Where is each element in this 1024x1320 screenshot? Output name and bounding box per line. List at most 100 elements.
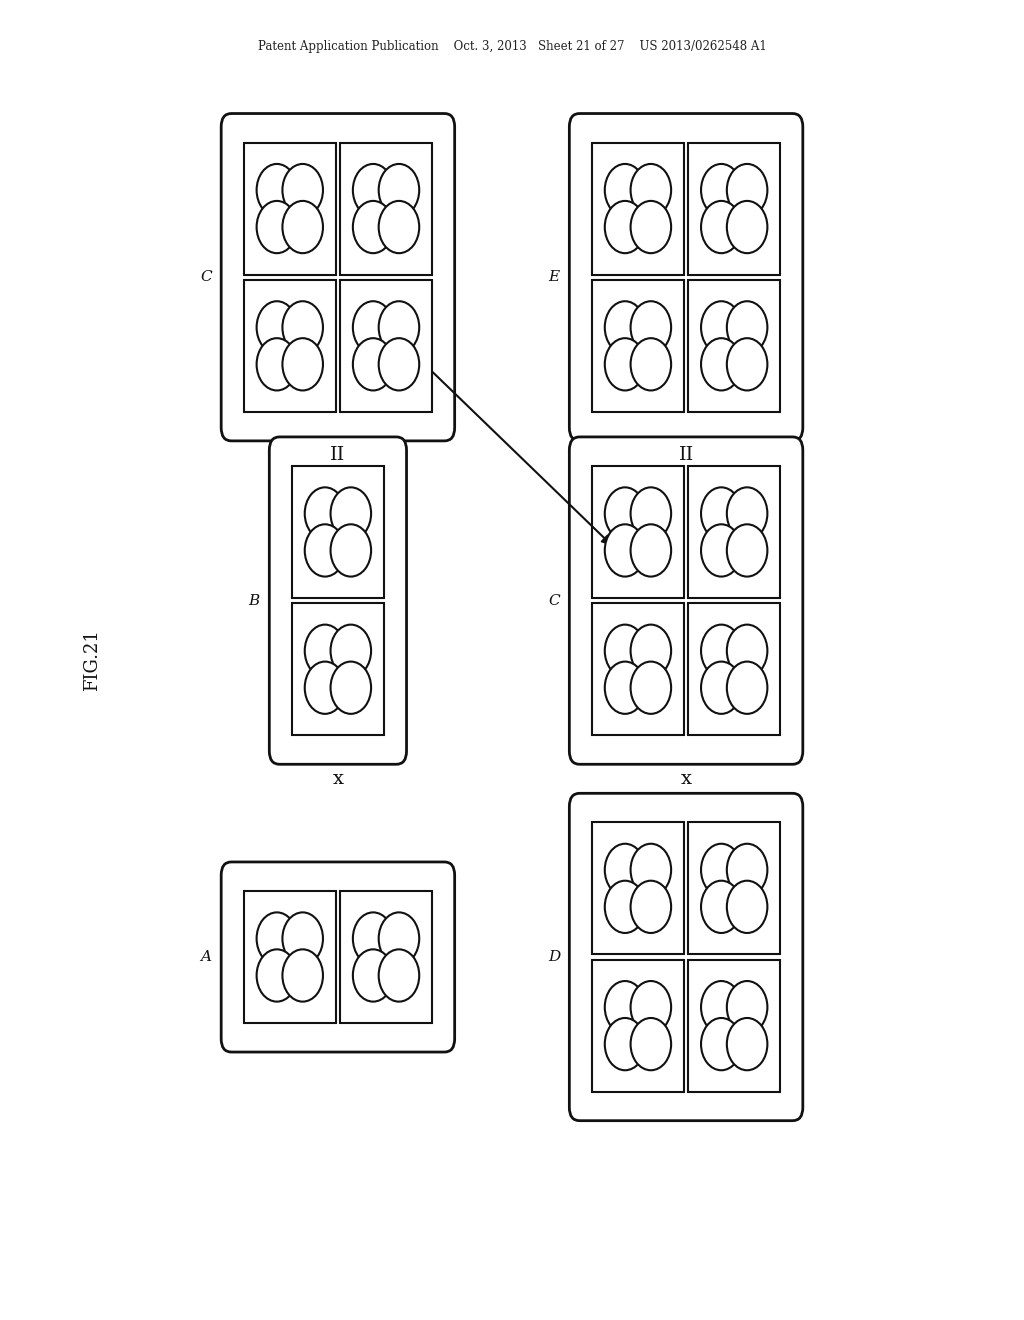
- Circle shape: [701, 524, 741, 577]
- Circle shape: [631, 843, 671, 896]
- Circle shape: [701, 487, 741, 540]
- Circle shape: [305, 624, 345, 677]
- Circle shape: [631, 624, 671, 677]
- Circle shape: [631, 338, 671, 391]
- Circle shape: [379, 301, 419, 354]
- Circle shape: [605, 981, 645, 1034]
- Circle shape: [631, 164, 671, 216]
- Circle shape: [701, 201, 741, 253]
- Circle shape: [631, 524, 671, 577]
- Circle shape: [257, 338, 297, 391]
- Text: E: E: [549, 271, 559, 284]
- FancyBboxPatch shape: [221, 862, 455, 1052]
- Circle shape: [605, 201, 645, 253]
- FancyBboxPatch shape: [688, 822, 780, 954]
- Circle shape: [605, 487, 645, 540]
- Text: C: C: [200, 271, 212, 284]
- Circle shape: [727, 880, 767, 933]
- FancyBboxPatch shape: [688, 960, 780, 1092]
- Circle shape: [331, 524, 371, 577]
- Text: C: C: [548, 594, 560, 607]
- Circle shape: [605, 164, 645, 216]
- Circle shape: [701, 164, 741, 216]
- Circle shape: [605, 661, 645, 714]
- Circle shape: [257, 949, 297, 1002]
- Circle shape: [631, 981, 671, 1034]
- FancyBboxPatch shape: [592, 822, 684, 954]
- Text: A: A: [201, 950, 211, 964]
- Circle shape: [331, 661, 371, 714]
- FancyBboxPatch shape: [592, 960, 684, 1092]
- Circle shape: [727, 981, 767, 1034]
- Circle shape: [305, 524, 345, 577]
- Circle shape: [257, 201, 297, 253]
- FancyBboxPatch shape: [569, 437, 803, 764]
- Circle shape: [305, 661, 345, 714]
- FancyBboxPatch shape: [244, 891, 336, 1023]
- Circle shape: [605, 624, 645, 677]
- Circle shape: [727, 487, 767, 540]
- Text: B: B: [249, 594, 259, 607]
- Circle shape: [379, 201, 419, 253]
- FancyBboxPatch shape: [688, 143, 780, 275]
- Circle shape: [701, 1018, 741, 1071]
- Circle shape: [701, 880, 741, 933]
- Circle shape: [283, 338, 323, 391]
- Circle shape: [727, 624, 767, 677]
- Circle shape: [701, 624, 741, 677]
- FancyBboxPatch shape: [688, 280, 780, 412]
- Text: Patent Application Publication    Oct. 3, 2013   Sheet 21 of 27    US 2013/02625: Patent Application Publication Oct. 3, 2…: [258, 40, 766, 53]
- FancyBboxPatch shape: [221, 114, 455, 441]
- FancyBboxPatch shape: [569, 793, 803, 1121]
- Circle shape: [331, 624, 371, 677]
- Circle shape: [305, 487, 345, 540]
- Circle shape: [631, 201, 671, 253]
- Circle shape: [379, 949, 419, 1002]
- Text: D: D: [548, 950, 560, 964]
- Circle shape: [605, 524, 645, 577]
- Circle shape: [283, 301, 323, 354]
- FancyBboxPatch shape: [569, 114, 803, 441]
- FancyBboxPatch shape: [244, 280, 336, 412]
- Text: FIG.21: FIG.21: [83, 630, 101, 690]
- Circle shape: [353, 164, 393, 216]
- FancyBboxPatch shape: [592, 280, 684, 412]
- FancyBboxPatch shape: [340, 891, 432, 1023]
- Circle shape: [701, 338, 741, 391]
- Circle shape: [701, 843, 741, 896]
- Circle shape: [727, 338, 767, 391]
- Circle shape: [353, 338, 393, 391]
- Circle shape: [631, 880, 671, 933]
- Text: II: II: [679, 446, 693, 465]
- FancyBboxPatch shape: [592, 603, 684, 735]
- Circle shape: [605, 1018, 645, 1071]
- Circle shape: [631, 661, 671, 714]
- FancyBboxPatch shape: [340, 280, 432, 412]
- Circle shape: [257, 912, 297, 965]
- Circle shape: [727, 201, 767, 253]
- FancyBboxPatch shape: [688, 466, 780, 598]
- Circle shape: [605, 880, 645, 933]
- Circle shape: [605, 338, 645, 391]
- Circle shape: [379, 164, 419, 216]
- Circle shape: [353, 201, 393, 253]
- Circle shape: [353, 301, 393, 354]
- Circle shape: [353, 949, 393, 1002]
- Circle shape: [353, 912, 393, 965]
- Circle shape: [283, 164, 323, 216]
- Circle shape: [257, 164, 297, 216]
- Text: x: x: [333, 770, 343, 788]
- Circle shape: [379, 338, 419, 391]
- Circle shape: [283, 912, 323, 965]
- Circle shape: [727, 301, 767, 354]
- Circle shape: [331, 487, 371, 540]
- FancyBboxPatch shape: [688, 603, 780, 735]
- Circle shape: [727, 1018, 767, 1071]
- FancyBboxPatch shape: [244, 143, 336, 275]
- FancyBboxPatch shape: [269, 437, 407, 764]
- Circle shape: [631, 487, 671, 540]
- Circle shape: [283, 949, 323, 1002]
- Text: II: II: [331, 446, 345, 465]
- Circle shape: [605, 843, 645, 896]
- FancyBboxPatch shape: [340, 143, 432, 275]
